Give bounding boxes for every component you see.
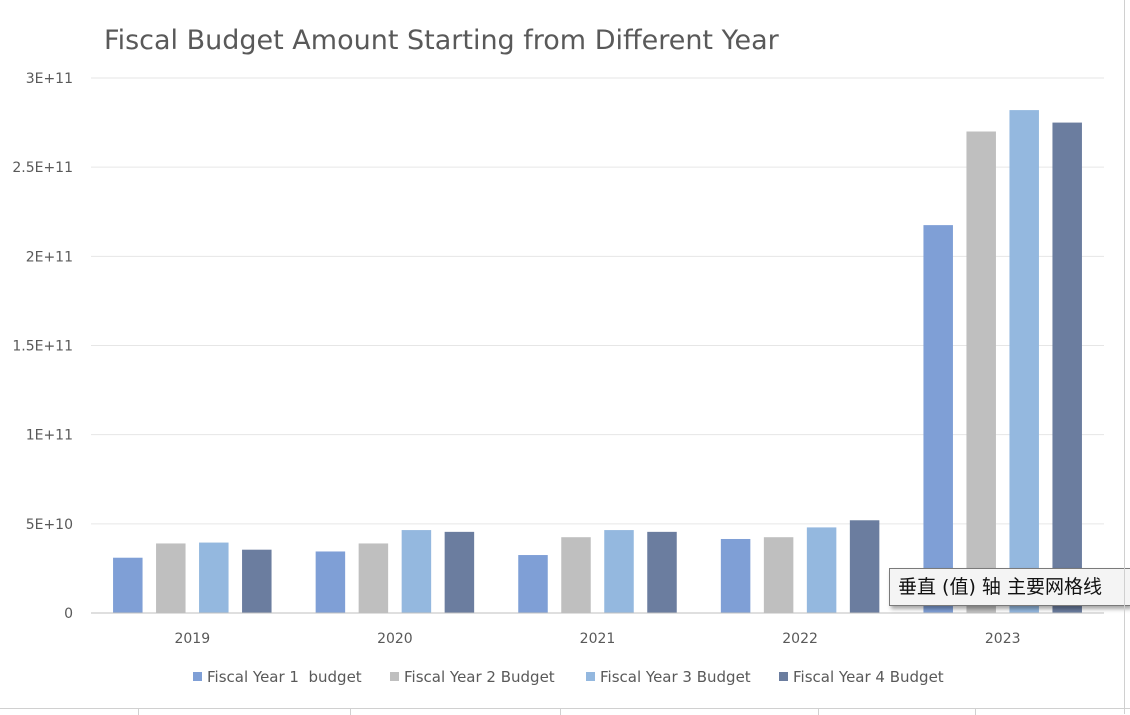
y-tick-label: 2.5E+11 [12,160,73,176]
bar[interactable] [763,537,794,613]
sheet-column-divider [1124,0,1125,714]
bar[interactable] [518,555,548,613]
legend-swatch [586,672,595,681]
bar[interactable] [113,557,143,613]
legend-item[interactable]: Fiscal Year 2 Budget [390,668,555,686]
bar[interactable] [1009,110,1039,613]
legend-label: Fiscal Year 1 budget [207,668,362,686]
bar[interactable] [156,543,186,613]
legend[interactable]: Fiscal Year 1 budget Fiscal Year 2 Budget… [193,668,944,686]
bar[interactable] [358,543,389,613]
gridline-tooltip: 垂直 (值) 轴 主要网格线 [889,568,1130,606]
y-tick-label: 1.5E+11 [12,339,73,355]
x-tick-label: 2021 [580,631,616,647]
y-tick-label: 0 [64,606,73,622]
sheet-col-line [138,709,139,715]
legend-label: Fiscal Year 3 Budget [600,668,751,686]
bar[interactable] [806,527,837,613]
bar[interactable] [604,530,634,613]
bar[interactable] [199,542,229,613]
bar[interactable] [401,530,432,613]
y-axis-tick-labels[interactable]: 0 5E+10 1E+11 1.5E+11 2E+11 2.5E+11 3E+11 [12,71,73,622]
sheet-col-line [560,709,561,715]
chart-title[interactable]: Fiscal Budget Amount Starting from Diffe… [104,25,780,56]
legend-item[interactable]: Fiscal Year 1 budget [193,668,362,686]
y-tick-label: 1E+11 [26,428,73,444]
legend-label: Fiscal Year 2 Budget [404,668,555,686]
x-tick-label: 2022 [782,631,818,647]
y-tick-label: 3E+11 [26,71,73,87]
bar[interactable] [315,551,346,613]
bar[interactable] [720,538,751,613]
legend-item[interactable]: Fiscal Year 3 Budget [586,668,751,686]
legend-swatch [390,672,399,681]
sheet-col-line [975,709,976,715]
bar[interactable] [647,531,677,613]
bar[interactable] [966,131,996,614]
bar[interactable] [242,549,272,613]
x-tick-label: 2023 [985,631,1021,647]
sheet-col-line [350,709,351,715]
bars[interactable] [113,110,1082,613]
y-tick-label: 2E+11 [26,249,73,265]
legend-swatch [193,672,202,681]
sheet-col-line [818,709,819,715]
legend-label: Fiscal Year 4 Budget [793,668,944,686]
bar[interactable] [561,537,591,613]
y-tick-label: 5E+10 [26,517,73,533]
bar[interactable] [849,520,880,613]
x-tick-label: 2019 [174,631,210,647]
x-axis-tick-labels[interactable]: 2019 2020 2021 2022 2023 [174,631,1020,647]
legend-swatch [779,672,788,681]
legend-item[interactable]: Fiscal Year 4 Budget [779,668,944,686]
x-tick-label: 2020 [377,631,413,647]
bar[interactable] [923,225,953,613]
bar[interactable] [444,531,475,613]
spreadsheet-grid [0,708,1130,715]
bar[interactable] [1052,122,1082,613]
